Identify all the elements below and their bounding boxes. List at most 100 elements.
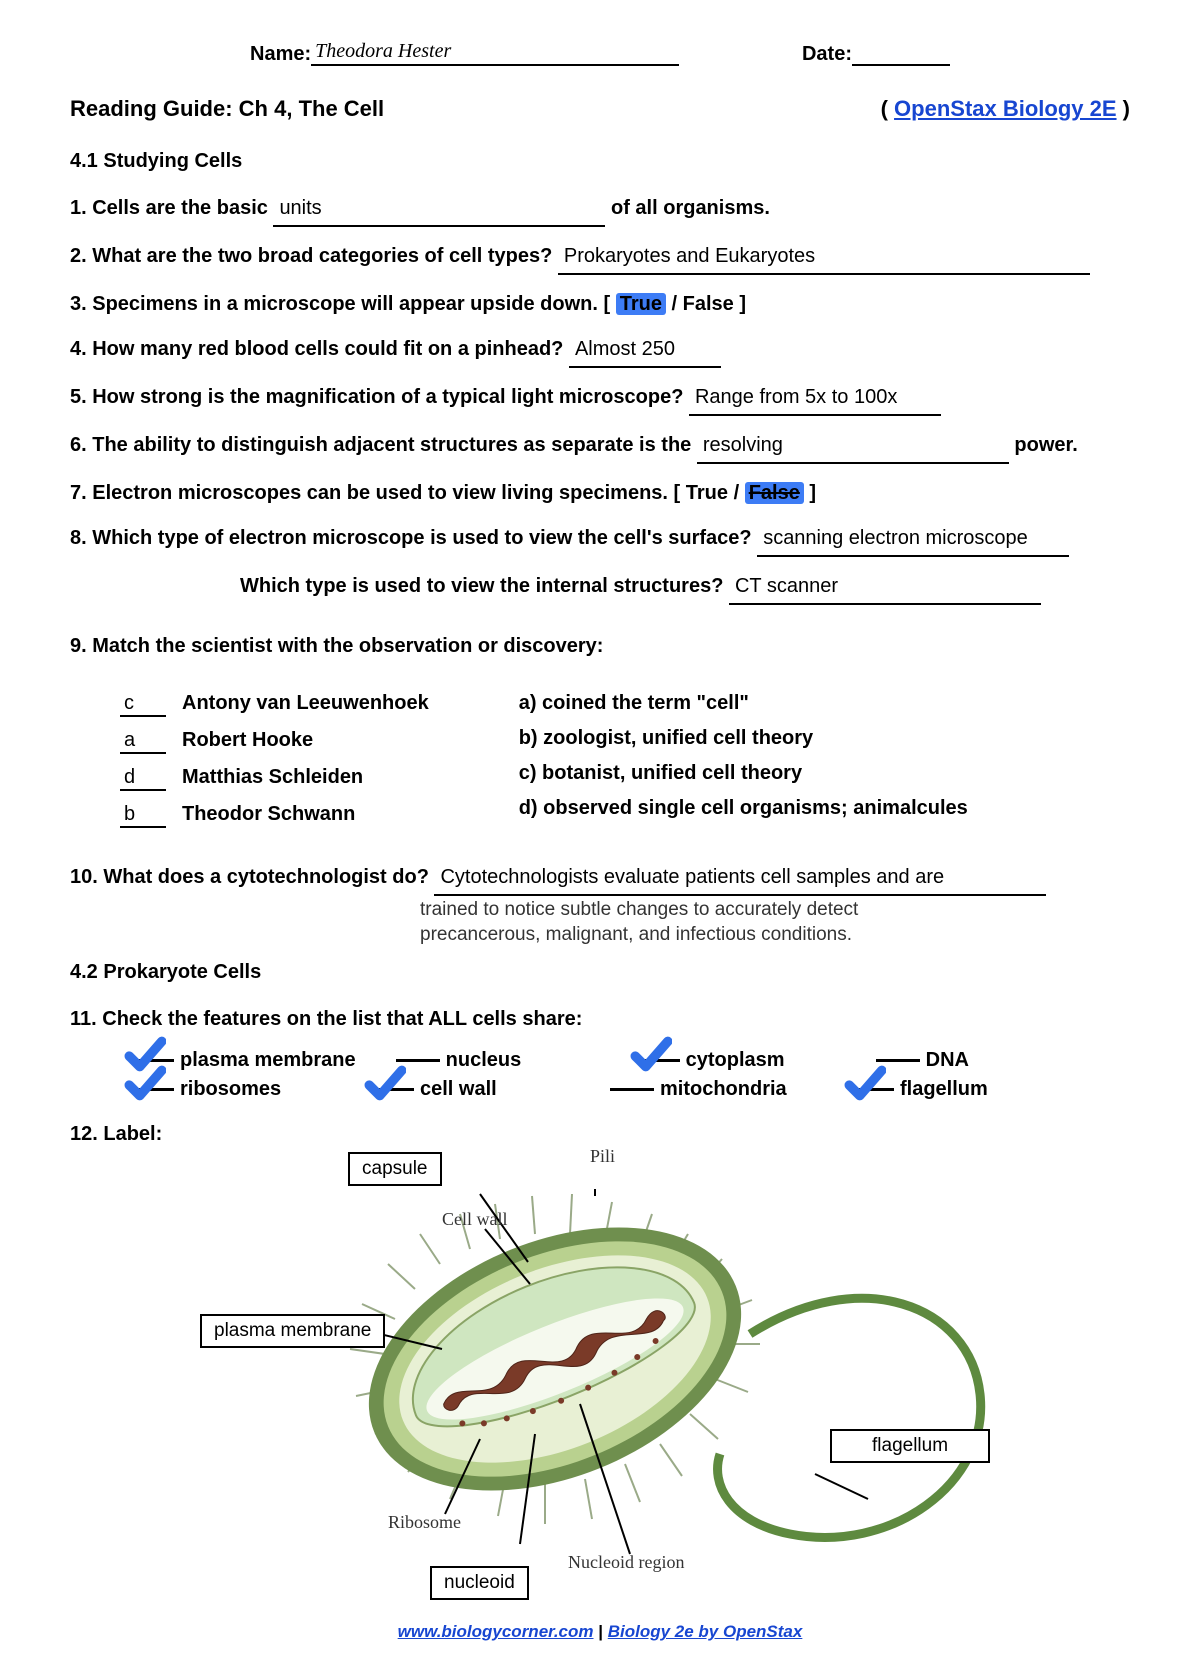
date-value[interactable] <box>852 40 950 66</box>
match-letter-1[interactable]: a <box>120 729 166 754</box>
openstax-link[interactable]: OpenStax Biology 2E <box>894 96 1117 121</box>
label-ribosome: Ribosome <box>388 1512 461 1533</box>
q6-answer[interactable]: resolving <box>697 430 1009 464</box>
feature-label: nucleus <box>446 1049 522 1072</box>
q5-answer[interactable]: Range from 5x to 100x <box>689 382 941 416</box>
q6-post: power. <box>1009 434 1078 456</box>
q1-pre: 1. Cells are the basic <box>70 197 273 219</box>
match-letter-2[interactable]: d <box>120 766 166 791</box>
feature-item: nucleus <box>396 1049 596 1072</box>
box-flagellum[interactable]: flagellum <box>830 1429 990 1463</box>
q3-sep: / <box>666 293 683 315</box>
q4: 4. How many red blood cells could fit on… <box>70 334 1130 368</box>
match-opt-a: a) coined the term "cell" <box>519 692 968 715</box>
q10-extra: trained to notice subtle changes to accu… <box>420 898 1130 947</box>
feature-checkbox[interactable] <box>370 1088 414 1091</box>
q10-extra1: trained to notice subtle changes to accu… <box>420 898 1130 923</box>
label-pili: Pili <box>590 1146 615 1167</box>
footer-link-1[interactable]: www.biologycorner.com <box>398 1622 594 1641</box>
label-cellwall: Cell wall <box>442 1209 508 1230</box>
match-row-2: dMatthias Schleiden <box>120 766 429 791</box>
q2-answer[interactable]: Prokaryotes and Eukaryotes <box>558 241 1090 275</box>
q7-sep: / <box>734 482 745 504</box>
q3-false: False <box>683 293 734 315</box>
q8a-pre: 8. Which type of electron microscope is … <box>70 527 757 549</box>
feature-checkbox[interactable] <box>636 1059 680 1062</box>
paren-open: ( <box>881 96 894 121</box>
feature-label: cytoplasm <box>686 1049 785 1072</box>
feature-item: cell wall <box>370 1078 570 1101</box>
feature-item: flagellum <box>850 1078 1050 1101</box>
box-nucleoid[interactable]: nucleoid <box>430 1566 529 1600</box>
paren-close: ) <box>1117 96 1130 121</box>
q3-post: ] <box>734 293 746 315</box>
title-link-wrap: ( OpenStax Biology 2E ) <box>881 96 1130 122</box>
name-value[interactable]: Theodora Hester <box>311 40 679 66</box>
date-label: Date: <box>802 43 852 66</box>
q7-pre: 7. Electron microscopes can be used to v… <box>70 482 734 504</box>
match-name-0: Antony van Leeuwenhoek <box>182 692 429 714</box>
header-row: Name: Theodora Hester Date: <box>70 40 1130 66</box>
footer-sep: | <box>598 1622 607 1641</box>
q5: 5. How strong is the magnification of a … <box>70 382 1130 416</box>
q1: 1. Cells are the basic units of all orga… <box>70 193 1130 227</box>
match-row-0: c Antony van Leeuwenhoek <box>120 692 429 717</box>
q8a: 8. Which type of electron microscope is … <box>70 523 1130 557</box>
q11-prompt: 11. Check the features on the list that … <box>70 1004 1130 1035</box>
q3-true-highlight: True <box>616 293 666 315</box>
match-right-col: a) coined the term "cell" b) zoologist, … <box>519 680 968 840</box>
cell-body <box>330 1177 780 1542</box>
section-4-1-heading: 4.1 Studying Cells <box>70 150 1130 173</box>
feature-item: mitochondria <box>610 1078 810 1101</box>
box-capsule[interactable]: capsule <box>348 1152 442 1186</box>
q1-answer[interactable]: units <box>273 193 605 227</box>
match-table: c Antony van Leeuwenhoek a Robert Hooke dM… <box>120 680 1130 840</box>
feature-label: mitochondria <box>660 1078 787 1101</box>
box-plasma[interactable]: plasma membrane <box>200 1314 385 1348</box>
feature-label: DNA <box>926 1049 969 1072</box>
feature-row-1: plasma membrane nucleus cytoplasm DNA <box>130 1049 1130 1072</box>
q6: 6. The ability to distinguish adjacent s… <box>70 430 1130 464</box>
match-row-1: a Robert Hooke <box>120 729 429 754</box>
match-name-3: Theodor Schwann <box>182 803 355 825</box>
q10: 10. What does a cytotechnologist do? Cyt… <box>70 862 1130 896</box>
feature-checkbox[interactable] <box>610 1088 654 1091</box>
q3: 3. Specimens in a microscope will appear… <box>70 289 1130 320</box>
feature-item: ribosomes <box>130 1078 330 1101</box>
match-name-1: Robert Hooke <box>182 729 313 751</box>
match-letter-3[interactable]: b <box>120 803 166 828</box>
match-opt-c: c) botanist, unified cell theory <box>519 762 968 785</box>
feature-row-2: ribosomes cell wall mitochondria flagellum <box>130 1078 1130 1101</box>
q7-post: ] <box>804 482 816 504</box>
q8b-pre: Which type is used to view the internal … <box>240 575 729 597</box>
footer-link-2[interactable]: Biology 2e by OpenStax <box>608 1622 803 1641</box>
q4-pre: 4. How many red blood cells could fit on… <box>70 338 569 360</box>
q2: 2. What are the two broad categories of … <box>70 241 1130 275</box>
q1-post: of all organisms. <box>605 197 769 219</box>
feature-checkbox[interactable] <box>130 1088 174 1091</box>
q3-pre: 3. Specimens in a microscope will appear… <box>70 293 616 315</box>
q10-pre: 10. What does a cytotechnologist do? <box>70 866 434 888</box>
feature-label: ribosomes <box>180 1078 281 1101</box>
q7-false-highlight: False <box>745 482 804 504</box>
feature-label: plasma membrane <box>180 1049 356 1072</box>
feature-item: DNA <box>876 1049 1076 1072</box>
q4-answer[interactable]: Almost 250 <box>569 334 721 368</box>
q2-pre: 2. What are the two broad categories of … <box>70 245 558 267</box>
match-letter-0[interactable]: c <box>120 692 166 717</box>
q8b: Which type is used to view the internal … <box>70 571 1130 605</box>
section-4-2-heading: 4.2 Prokaryote Cells <box>70 961 1130 984</box>
q8a-answer[interactable]: scanning electron microscope <box>757 523 1069 557</box>
page-title: Reading Guide: Ch 4, The Cell <box>70 96 384 122</box>
q10-answer[interactable]: Cytotechnologists evaluate patients cell… <box>434 862 1046 896</box>
feature-checkbox[interactable] <box>850 1088 894 1091</box>
title-row: Reading Guide: Ch 4, The Cell ( OpenStax… <box>70 96 1130 122</box>
q8b-answer[interactable]: CT scanner <box>729 571 1041 605</box>
q6-pre: 6. The ability to distinguish adjacent s… <box>70 434 697 456</box>
feature-label: cell wall <box>420 1078 497 1101</box>
flagellum-path <box>718 1299 981 1538</box>
feature-label: flagellum <box>900 1078 988 1101</box>
q7: 7. Electron microscopes can be used to v… <box>70 478 1130 509</box>
match-opt-b: b) zoologist, unified cell theory <box>519 727 968 750</box>
q5-pre: 5. How strong is the magnification of a … <box>70 386 689 408</box>
